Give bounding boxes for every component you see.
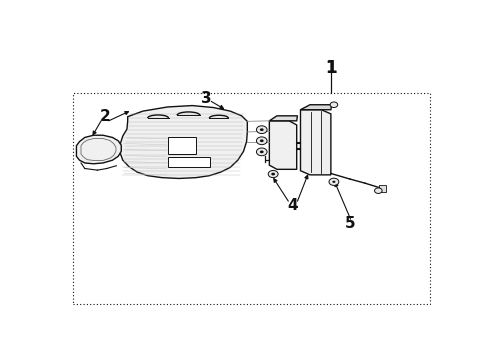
Circle shape xyxy=(260,150,264,153)
Circle shape xyxy=(260,128,264,131)
Polygon shape xyxy=(120,105,247,179)
Circle shape xyxy=(260,139,264,142)
Circle shape xyxy=(268,170,278,177)
Circle shape xyxy=(256,148,267,156)
Polygon shape xyxy=(270,121,297,169)
Polygon shape xyxy=(300,110,331,175)
Circle shape xyxy=(256,137,267,145)
Polygon shape xyxy=(76,135,121,164)
Text: 4: 4 xyxy=(288,198,298,213)
Bar xyxy=(379,185,386,192)
Circle shape xyxy=(256,126,267,134)
Text: 1: 1 xyxy=(325,59,337,77)
Bar xyxy=(73,93,430,304)
Polygon shape xyxy=(300,105,332,110)
Text: 1: 1 xyxy=(325,59,337,77)
Text: 5: 5 xyxy=(345,216,356,231)
Circle shape xyxy=(329,178,339,185)
Text: 2: 2 xyxy=(99,109,110,124)
Circle shape xyxy=(332,181,336,183)
Polygon shape xyxy=(270,116,297,121)
Bar xyxy=(169,138,196,153)
Circle shape xyxy=(330,102,338,108)
Text: 3: 3 xyxy=(201,91,212,106)
Circle shape xyxy=(271,173,275,175)
Bar xyxy=(169,157,210,167)
Circle shape xyxy=(374,188,382,193)
